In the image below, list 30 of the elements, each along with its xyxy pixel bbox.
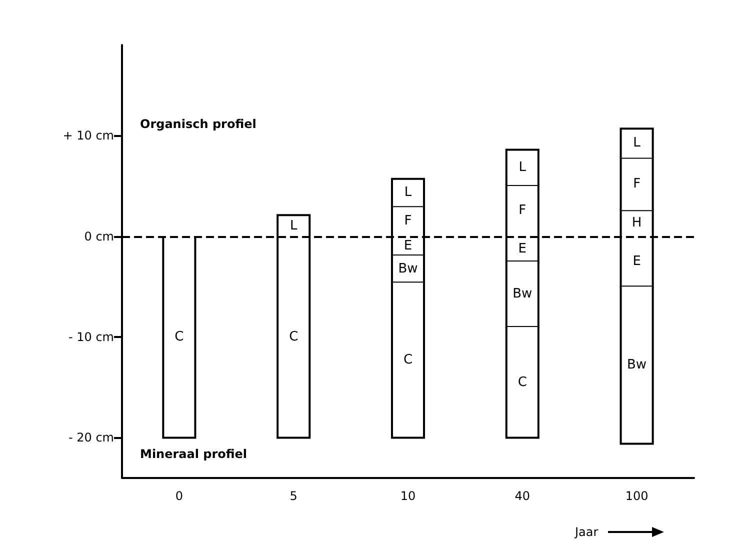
text: L: [518, 160, 526, 175]
series-label: Bw: [398, 262, 418, 277]
series-label: C: [518, 374, 527, 390]
series-label: H: [632, 216, 642, 231]
x-tick-label: 40: [514, 489, 530, 503]
text: L: [633, 136, 640, 151]
x-tick-label: 5: [290, 489, 298, 503]
y-tick-label: - 10 cm: [68, 330, 114, 344]
annotation: Organisch profiel: [140, 117, 256, 131]
series-label: E: [404, 238, 412, 254]
y-tick-label: - 20 cm: [68, 430, 114, 445]
text: F: [633, 176, 641, 192]
text: C: [174, 330, 184, 345]
text: F: [518, 203, 526, 218]
text: C: [289, 330, 298, 345]
series-label: L: [290, 218, 298, 234]
text: Bw: [512, 286, 532, 302]
annotation: Mineraal profiel: [140, 447, 248, 461]
text: E: [632, 254, 641, 269]
text: Bw: [627, 358, 647, 373]
series-label: F: [404, 214, 412, 229]
text: C: [403, 352, 413, 368]
x-axis-title: Jaar: [575, 525, 598, 539]
text: L: [404, 185, 412, 200]
x-tick-label: 100: [625, 489, 648, 503]
y-tick-label: + 10 cm: [62, 128, 114, 143]
text: E: [518, 241, 527, 256]
y-tick-label: 0 cm: [84, 229, 114, 244]
x-tick-label: 10: [400, 489, 416, 503]
x-tick-label: 0: [175, 489, 184, 503]
